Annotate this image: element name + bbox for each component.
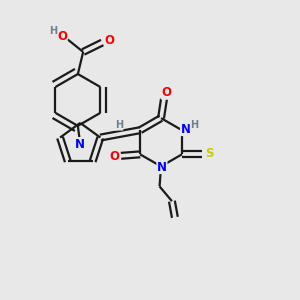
Text: H: H	[49, 26, 57, 36]
Text: H: H	[190, 121, 198, 130]
Text: O: O	[104, 34, 114, 47]
Text: S: S	[206, 147, 214, 160]
Text: O: O	[161, 86, 171, 99]
Text: N: N	[75, 138, 85, 151]
Text: O: O	[57, 30, 67, 43]
Text: N: N	[181, 122, 190, 136]
Text: O: O	[109, 151, 119, 164]
Text: H: H	[115, 120, 123, 130]
Text: N: N	[157, 160, 167, 173]
